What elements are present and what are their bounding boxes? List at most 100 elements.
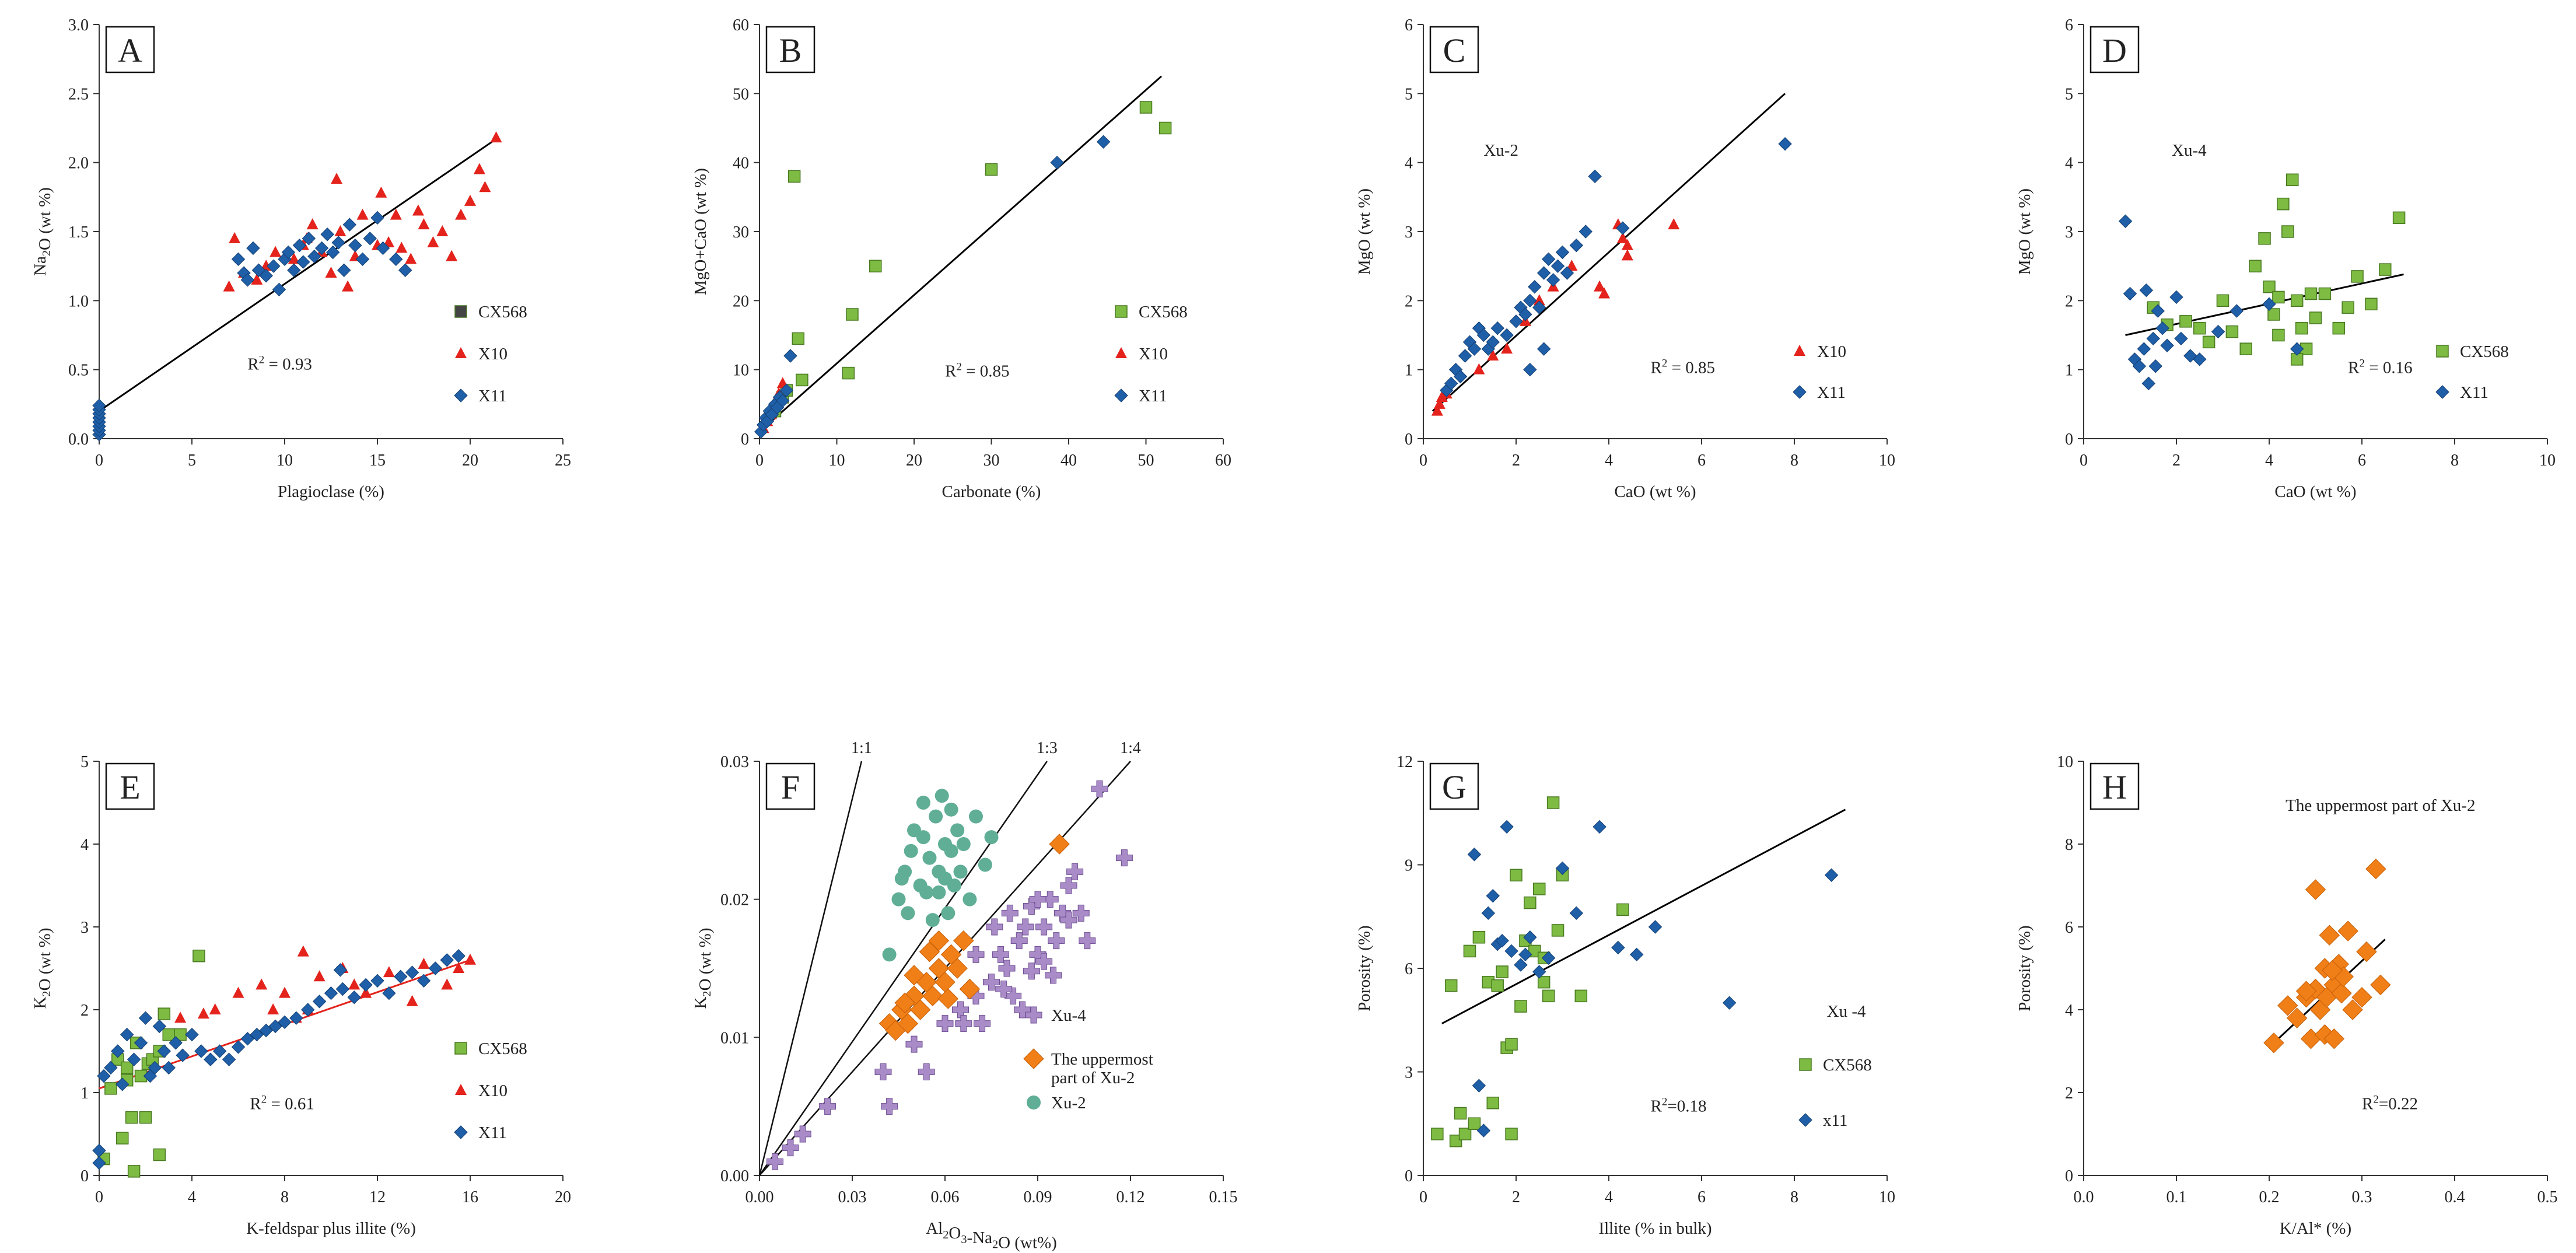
data-point <box>2342 999 2363 1020</box>
data-point <box>1536 266 1551 280</box>
x-tick-label: 8 <box>281 1188 289 1206</box>
legend-item: Xu-4 <box>1025 1006 1086 1025</box>
x-tick-label: 50 <box>1138 452 1154 470</box>
data-point <box>92 1156 106 1170</box>
trend-line <box>99 136 499 412</box>
data-point <box>267 1003 279 1014</box>
data-point <box>302 232 316 246</box>
y-tick-label: 3.0 <box>68 16 89 34</box>
data-point <box>956 837 971 851</box>
data-point <box>287 263 301 277</box>
data-point <box>1514 958 1528 972</box>
data-point <box>116 1132 129 1144</box>
legend-item: Xu-2 <box>1027 1094 1086 1112</box>
data-point <box>355 252 370 267</box>
data-point <box>406 995 418 1006</box>
data-point <box>232 986 244 998</box>
y-tick-label: 4 <box>2065 1002 2073 1020</box>
panel-label: H <box>2102 768 2127 806</box>
data-point <box>1050 155 1064 170</box>
data-point <box>1629 947 1644 962</box>
data-point <box>796 373 808 387</box>
data-point <box>1532 300 1546 314</box>
y-tick-label: 10 <box>733 362 749 380</box>
x-tick-label: 0.0 <box>2074 1188 2094 1206</box>
x-tick-label: 8 <box>2451 452 2459 470</box>
data-point <box>2139 283 2154 298</box>
data-point <box>197 1007 209 1019</box>
data-point <box>1611 940 1625 955</box>
x-tick-label: 10 <box>2539 452 2556 470</box>
data-point <box>998 960 1016 977</box>
y-tick-label: 1 <box>1405 362 1413 380</box>
panel-label: G <box>1442 768 1466 806</box>
data-point <box>297 945 309 957</box>
data-point <box>331 236 345 250</box>
data-point <box>2225 325 2239 338</box>
data-point <box>194 1044 208 1058</box>
legend-label: X11 <box>1817 383 1846 402</box>
data-point <box>1158 121 1172 135</box>
data-point <box>111 1044 125 1058</box>
data-point <box>2281 225 2294 238</box>
data-point <box>2202 335 2216 349</box>
data-point <box>1616 221 1630 235</box>
y-tick-label: 0.03 <box>720 753 749 771</box>
data-point <box>348 238 362 253</box>
data-point <box>376 241 390 256</box>
legend-label: The uppermost <box>1051 1050 1153 1069</box>
y-tick-label: 2.0 <box>68 155 89 173</box>
y-tick-label: 5 <box>1405 85 1413 103</box>
trend-line <box>1441 808 1846 1024</box>
data-point <box>2262 297 2276 311</box>
legend-item: X11 <box>1793 383 1846 402</box>
data-point <box>2146 331 2160 346</box>
data-point <box>312 995 327 1009</box>
y-tick-label: 60 <box>733 16 749 34</box>
x-tick-label: 2 <box>2172 452 2180 470</box>
legend-label: Xu-4 <box>1051 1006 1086 1025</box>
x-tick-label: 8 <box>1790 452 1798 470</box>
data-point <box>1533 294 1545 306</box>
x-tick-label: 0.5 <box>2538 1188 2558 1206</box>
data-point <box>127 1165 141 1178</box>
data-point <box>162 1028 175 1041</box>
data-point <box>2277 995 2298 1016</box>
data-point <box>2193 321 2206 335</box>
data-point <box>2249 260 2262 272</box>
trend-line <box>759 75 1162 433</box>
legend-marker <box>1794 345 1805 356</box>
data-point <box>1444 376 1458 391</box>
y-tick-label: 1.0 <box>68 292 89 310</box>
data-point <box>916 830 930 845</box>
data-point <box>1555 245 1570 260</box>
data-point <box>953 930 974 951</box>
panel-label-box <box>2090 26 2140 74</box>
panel-label-box <box>1429 762 1479 810</box>
data-point <box>174 1012 187 1023</box>
data-point <box>1017 918 1034 936</box>
x-tick-label: 30 <box>984 452 1000 470</box>
y-tick-label: 0 <box>2065 430 2073 449</box>
panel-g: 0 2 4 6 8 10 0 3 6 9 12 Illite (% in bulk) Porosity … <box>1355 753 1895 1238</box>
data-point <box>1486 889 1500 903</box>
data-point <box>2318 287 2332 300</box>
data-point <box>446 250 458 261</box>
data-point <box>2351 270 2364 283</box>
data-point <box>1010 932 1028 950</box>
y-tick-label: 20 <box>733 292 749 310</box>
data-point <box>1523 293 1537 308</box>
data-point <box>272 282 286 297</box>
legend-marker <box>1799 1058 1812 1071</box>
y-tick-label: 4 <box>1405 155 1413 173</box>
x-tick-label: 15 <box>369 452 386 470</box>
series-xu-4 <box>766 780 1133 1170</box>
y-axis-label: MgO+CaO (wt %) <box>691 168 710 295</box>
data-point <box>281 245 296 260</box>
data-point <box>1578 225 1592 239</box>
data-point <box>2322 960 2343 981</box>
y-tick-label: 3 <box>1405 1064 1413 1082</box>
data-point <box>995 981 1013 998</box>
